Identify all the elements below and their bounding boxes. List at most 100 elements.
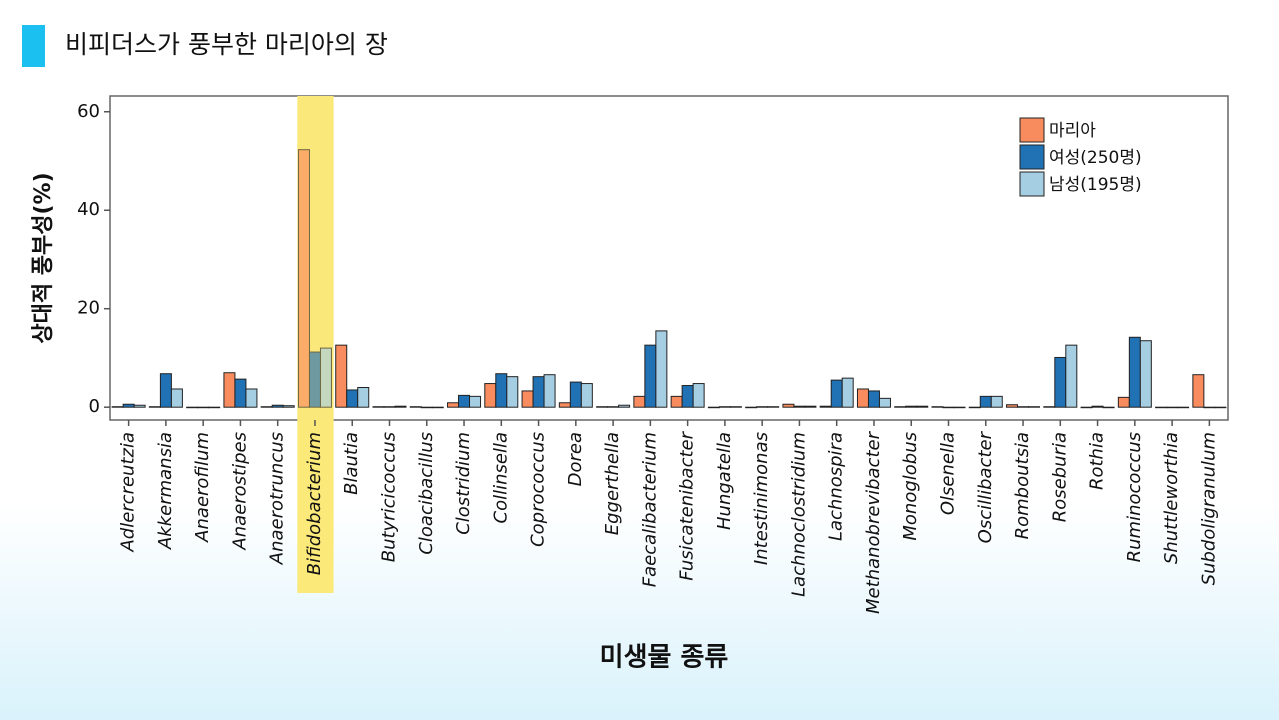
- bar: [170, 388, 183, 408]
- bar: [335, 344, 348, 408]
- x-tick-label: Anaerostipes: [229, 432, 250, 551]
- bar: [607, 406, 620, 408]
- bar: [793, 405, 806, 408]
- bar: [894, 406, 907, 408]
- bar: [372, 406, 385, 408]
- bar: [1017, 406, 1030, 408]
- bar: [580, 383, 593, 408]
- bar: [782, 403, 795, 408]
- y-tick-label: 40: [77, 199, 100, 220]
- title-accent: [22, 25, 45, 67]
- bar: [804, 405, 817, 408]
- bar: [357, 387, 370, 408]
- bar: [159, 373, 172, 408]
- bar: [197, 406, 210, 409]
- bar: [979, 395, 992, 408]
- bar: [841, 377, 854, 408]
- x-tick-label: Olsenella: [938, 432, 959, 515]
- bar: [245, 388, 258, 408]
- x-tick-label: Collinsella: [490, 432, 511, 523]
- x-tick-label: Roseburia: [1049, 432, 1070, 522]
- bar: [297, 149, 310, 408]
- x-tick-label: Hungatella: [714, 432, 735, 530]
- bar: [558, 402, 571, 408]
- x-tick-label: Monoglobus: [900, 432, 921, 541]
- x-tick-label: Faecalibacterium: [639, 432, 660, 587]
- bar: [1214, 406, 1227, 409]
- bar: [905, 405, 918, 408]
- bar: [208, 406, 221, 409]
- bar: [271, 404, 284, 408]
- bar: [670, 395, 683, 408]
- bar: [409, 406, 422, 408]
- bar: [122, 403, 135, 408]
- bar: [420, 406, 433, 409]
- bar: [968, 406, 981, 409]
- bar: [319, 347, 332, 408]
- y-tick-label: 20: [77, 298, 100, 319]
- highlight-tint: [297, 96, 334, 420]
- x-tick-label: Anaerofilum: [192, 432, 213, 543]
- bar: [521, 390, 534, 408]
- x-tick-label: Eggerthella: [602, 432, 623, 535]
- bar: [718, 406, 731, 408]
- x-tick-label: Rothia: [1087, 432, 1108, 490]
- bar: [484, 383, 497, 408]
- bar: [1128, 336, 1141, 408]
- bar: [1177, 406, 1190, 409]
- x-tick-label: Methanobrevibacter: [863, 430, 884, 614]
- bar: [1080, 406, 1093, 409]
- bar: [1043, 406, 1056, 408]
- bar: [1203, 406, 1216, 409]
- bar: [644, 344, 657, 408]
- bar: [942, 406, 955, 409]
- bar: [148, 406, 161, 408]
- bar: [346, 389, 359, 408]
- x-tick-label: Lachnoclostridium: [788, 432, 809, 597]
- bar: [1117, 396, 1130, 408]
- y-tick-label: 0: [89, 396, 100, 417]
- x-tick-label: Shuttleworthia: [1161, 432, 1182, 564]
- x-tick-label: Anaerotruncus: [267, 432, 288, 565]
- bar: [830, 379, 843, 408]
- bar: [1192, 374, 1205, 408]
- x-tick-label: Fusicatenibacter: [677, 430, 698, 580]
- legend-label: 남성(195명): [1049, 175, 1142, 195]
- bar: [1065, 344, 1078, 408]
- legend-label: 여성(250명): [1049, 148, 1142, 168]
- bar: [133, 404, 146, 408]
- y-tick-label: 60: [77, 101, 100, 122]
- bar: [506, 376, 519, 408]
- x-tick-label: Coprococcus: [528, 432, 549, 547]
- x-tick-label: Ruminococcus: [1124, 432, 1145, 562]
- bar: [745, 406, 758, 409]
- legend-swatch: [1019, 117, 1045, 143]
- bar: [1166, 406, 1179, 409]
- x-tick-label: Romboutsia: [1012, 432, 1033, 539]
- x-tick-label: Adlercreutzia: [118, 432, 139, 553]
- bar: [111, 406, 124, 408]
- bar: [767, 406, 780, 408]
- bar: [990, 395, 1003, 408]
- bar: [1006, 404, 1019, 408]
- x-tick-label: Bifidobacterium: [304, 432, 325, 575]
- bar: [543, 374, 556, 408]
- bar: [655, 330, 668, 408]
- bar: [223, 372, 236, 408]
- bar: [394, 405, 407, 408]
- bar: [469, 395, 482, 408]
- bar: [186, 406, 199, 409]
- bar: [953, 406, 966, 409]
- x-tick-label: Dorea: [565, 432, 586, 486]
- x-tick-label: Cloacibacillus: [416, 432, 437, 555]
- bar: [931, 406, 944, 408]
- bar: [707, 406, 720, 409]
- x-tick-label: Oscillibacter: [975, 430, 996, 543]
- bar: [260, 406, 273, 408]
- bar: [633, 395, 646, 408]
- bar: [1054, 356, 1067, 408]
- bar: [681, 385, 694, 408]
- x-tick-label: Intestinimonas: [751, 432, 772, 565]
- legend-swatch: [1019, 144, 1045, 170]
